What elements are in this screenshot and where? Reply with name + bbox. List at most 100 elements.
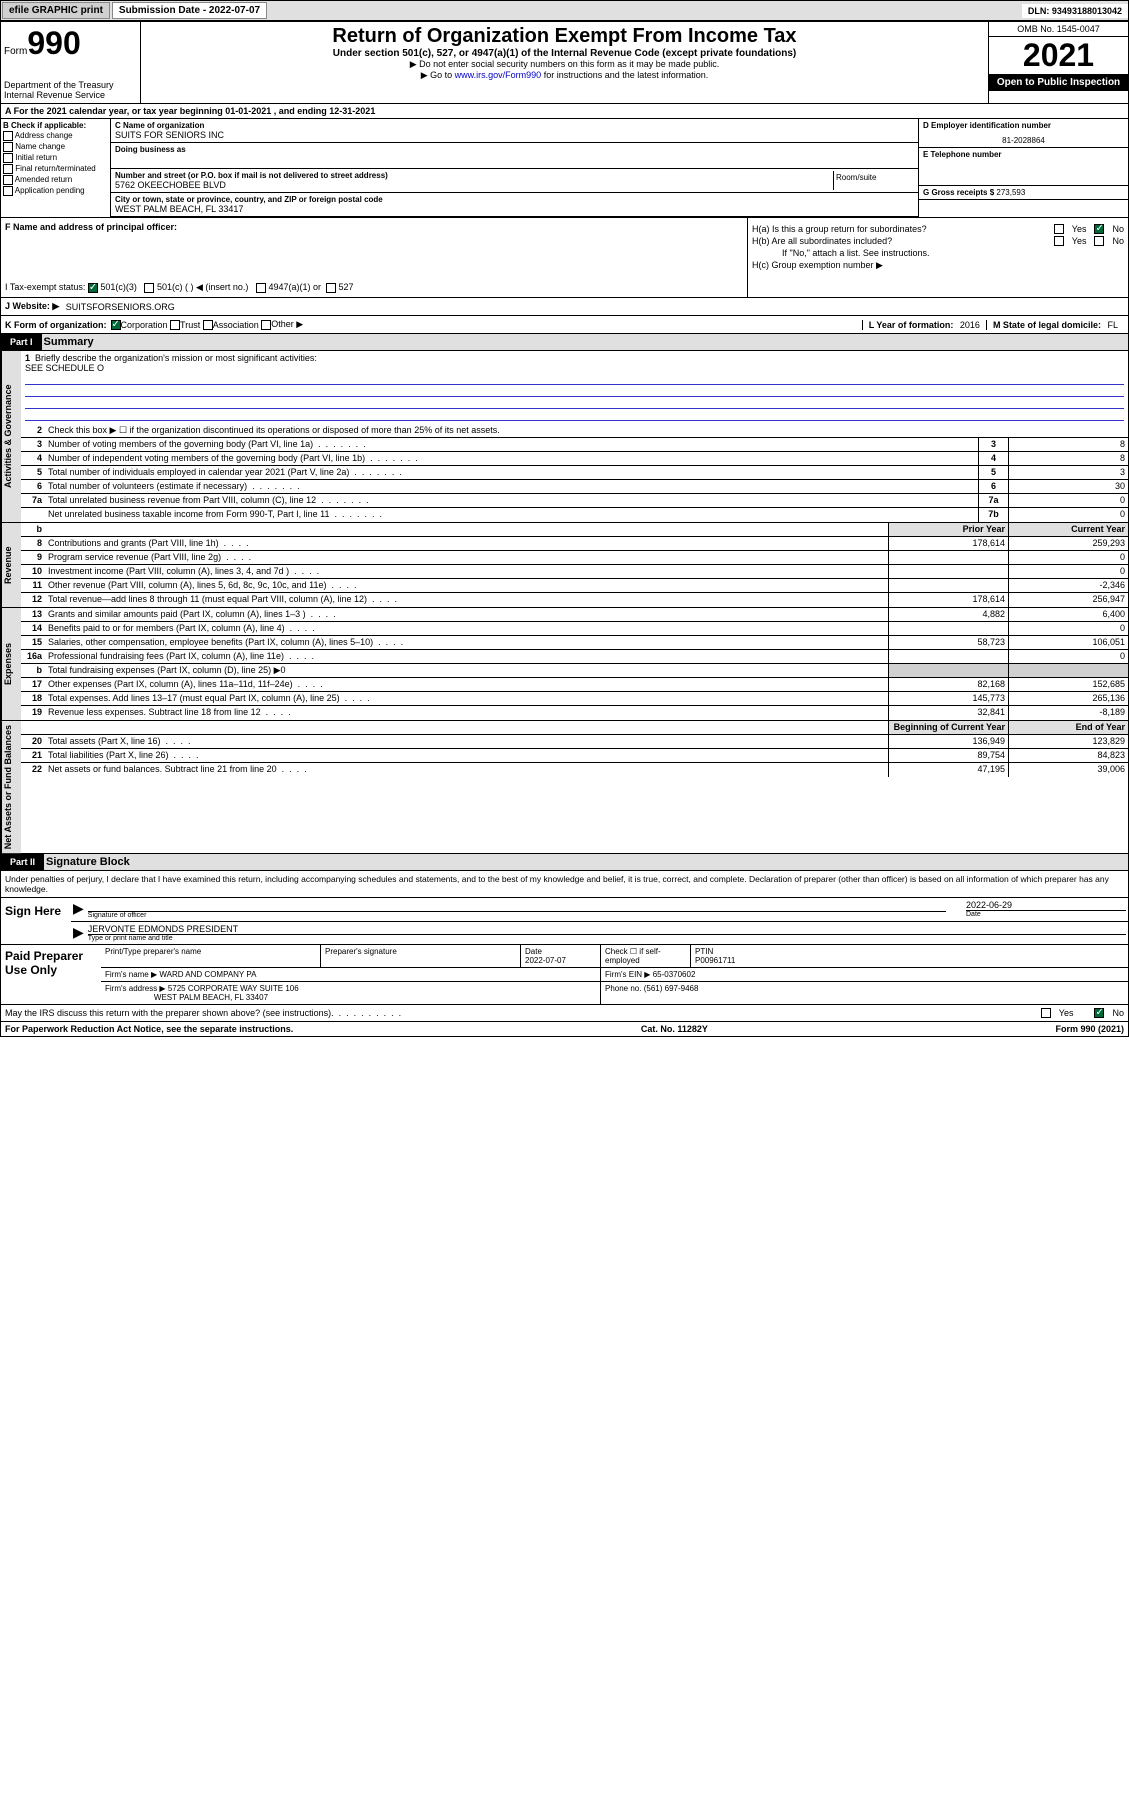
table-row: 7a Total unrelated business revenue from…: [21, 494, 1128, 508]
table-row: 5 Total number of individuals employed i…: [21, 466, 1128, 480]
section-bcde: B Check if applicable: Address change Na…: [0, 119, 1129, 218]
chk-amended[interactable]: Amended return: [3, 175, 108, 185]
hb-note: If "No," attach a list. See instructions…: [752, 248, 1124, 258]
beginning-year-hdr: Beginning of Current Year: [888, 721, 1008, 734]
city-state-zip: WEST PALM BEACH, FL 33417: [115, 204, 914, 214]
discuss-yes[interactable]: [1041, 1008, 1051, 1018]
table-row: 19 Revenue less expenses. Subtract line …: [21, 706, 1128, 720]
form-ref: Form 990 (2021): [1055, 1024, 1124, 1034]
section-fh: F Name and address of principal officer:…: [0, 218, 1129, 298]
addr-label: Number and street (or P.O. box if mail i…: [115, 171, 833, 180]
date-label: Date: [966, 911, 1126, 918]
table-row: 17 Other expenses (Part IX, column (A), …: [21, 678, 1128, 692]
hb-no[interactable]: [1094, 236, 1104, 246]
chk-name-change[interactable]: Name change: [3, 142, 108, 152]
table-row: 21 Total liabilities (Part X, line 26) .…: [21, 749, 1128, 763]
c-name-label: C Name of organization: [115, 121, 914, 130]
line1-label: Briefly describe the organization's miss…: [35, 353, 317, 363]
discuss-row: May the IRS discuss this return with the…: [0, 1005, 1129, 1022]
chk-501c[interactable]: [144, 283, 154, 293]
prior-year-hdr: Prior Year: [888, 523, 1008, 536]
sig-date: 2022-06-29: [966, 900, 1126, 911]
table-row: 15 Salaries, other compensation, employe…: [21, 636, 1128, 650]
signature-block: Under penalties of perjury, I declare th…: [0, 871, 1129, 1005]
omb-number: OMB No. 1545-0047: [989, 22, 1128, 37]
g-label: G Gross receipts $: [923, 188, 994, 197]
ptin: P00961711: [695, 956, 735, 965]
name-title-label: Type or print name and title: [88, 935, 1126, 942]
b-label: B Check if applicable:: [3, 121, 108, 130]
org-name: SUITS FOR SENIORS INC: [115, 130, 914, 140]
form-label: Form: [4, 46, 27, 57]
table-row: 22 Net assets or fund balances. Subtract…: [21, 763, 1128, 777]
chk-app-pending[interactable]: Application pending: [3, 186, 108, 196]
footer: For Paperwork Reduction Act Notice, see …: [0, 1022, 1129, 1037]
col-b: B Check if applicable: Address change Na…: [1, 119, 111, 217]
side-revenue: Revenue: [1, 523, 21, 607]
prep-date: 2022-07-07: [525, 956, 566, 965]
line-j: J Website: ▶ SUITSFORSENIORS.ORG: [0, 298, 1129, 316]
summary-governance: Activities & Governance 1 Briefly descri…: [0, 351, 1129, 523]
top-bar: efile GRAPHIC print Submission Date - 20…: [0, 0, 1129, 21]
f-label: F Name and address of principal officer:: [5, 222, 743, 232]
dln: DLN: 93493188013042: [1022, 4, 1128, 18]
col-c: C Name of organization SUITS FOR SENIORS…: [111, 119, 918, 217]
dept-treasury: Department of the Treasury: [4, 80, 137, 90]
tax-year: 2021: [989, 37, 1128, 74]
ha-yes[interactable]: [1054, 224, 1064, 234]
summary-expenses: Expenses 13 Grants and similar amounts p…: [0, 608, 1129, 721]
col-b-hdr: b: [21, 523, 45, 536]
current-year-hdr: Current Year: [1008, 523, 1128, 536]
chk-527[interactable]: [326, 283, 336, 293]
street-address: 5762 OKEECHOBEE BLVD: [115, 180, 833, 190]
paid-preparer-label: Paid Preparer Use Only: [1, 945, 101, 1004]
table-row: 20 Total assets (Part X, line 16) . . . …: [21, 735, 1128, 749]
line2: Check this box ▶ ☐ if the organization d…: [45, 424, 1128, 437]
declaration-text: Under penalties of perjury, I declare th…: [1, 871, 1128, 897]
table-row: 13 Grants and similar amounts paid (Part…: [21, 608, 1128, 622]
table-row: 16a Professional fundraising fees (Part …: [21, 650, 1128, 664]
hb-yes[interactable]: [1054, 236, 1064, 246]
irs-label: Internal Revenue Service: [4, 90, 137, 100]
chk-corporation[interactable]: [111, 320, 121, 330]
room-suite-label: Room/suite: [834, 171, 914, 190]
chk-association[interactable]: [203, 320, 213, 330]
table-row: 8 Contributions and grants (Part VIII, l…: [21, 537, 1128, 551]
chk-final-return[interactable]: Final return/terminated: [3, 164, 108, 174]
summary-net-assets: Net Assets or Fund Balances Beginning of…: [0, 721, 1129, 854]
hc-label: H(c) Group exemption number ▶: [752, 260, 1124, 271]
self-employed-chk[interactable]: Check ☐ if self-employed: [601, 945, 691, 967]
side-net-assets: Net Assets or Fund Balances: [1, 721, 21, 853]
subtitle-section: Under section 501(c), 527, or 4947(a)(1)…: [144, 48, 985, 59]
col-d: D Employer identification number 81-2028…: [918, 119, 1128, 217]
form-title: Return of Organization Exempt From Incom…: [144, 25, 985, 48]
part2-header: Part II Signature Block: [0, 854, 1129, 871]
chk-other[interactable]: [261, 320, 271, 330]
year-formation: 2016: [960, 320, 980, 330]
ha-no[interactable]: [1094, 224, 1104, 234]
chk-501c3[interactable]: [88, 283, 98, 293]
paperwork-notice: For Paperwork Reduction Act Notice, see …: [5, 1024, 293, 1034]
sig-officer-label: Signature of officer: [88, 912, 946, 919]
line-klm: K Form of organization: Corporation Trus…: [0, 316, 1129, 334]
table-row: 9 Program service revenue (Part VIII, li…: [21, 551, 1128, 565]
chk-4947[interactable]: [256, 283, 266, 293]
firm-addr1: 5725 CORPORATE WAY SUITE 106: [168, 984, 299, 993]
table-row: 10 Investment income (Part VIII, column …: [21, 565, 1128, 579]
chk-trust[interactable]: [170, 320, 180, 330]
table-row: 14 Benefits paid to or for members (Part…: [21, 622, 1128, 636]
chk-address-change[interactable]: Address change: [3, 131, 108, 141]
sign-here-label: Sign Here: [1, 898, 71, 944]
discuss-no[interactable]: [1094, 1008, 1104, 1018]
irs-link[interactable]: www.irs.gov/Form990: [455, 70, 542, 80]
chk-initial-return[interactable]: Initial return: [3, 153, 108, 163]
hb-label: H(b) Are all subordinates included?: [752, 236, 892, 246]
prep-sig-hdr: Preparer's signature: [321, 945, 521, 967]
efile-print-button[interactable]: efile GRAPHIC print: [2, 2, 110, 19]
table-row: 12 Total revenue—add lines 8 through 11 …: [21, 593, 1128, 607]
firm-ein: 65-0370602: [653, 970, 696, 979]
state-domicile: FL: [1107, 320, 1118, 330]
part1-header: Part I Summary: [0, 334, 1129, 351]
cat-no: Cat. No. 11282Y: [641, 1024, 708, 1034]
table-row: 4 Number of independent voting members o…: [21, 452, 1128, 466]
